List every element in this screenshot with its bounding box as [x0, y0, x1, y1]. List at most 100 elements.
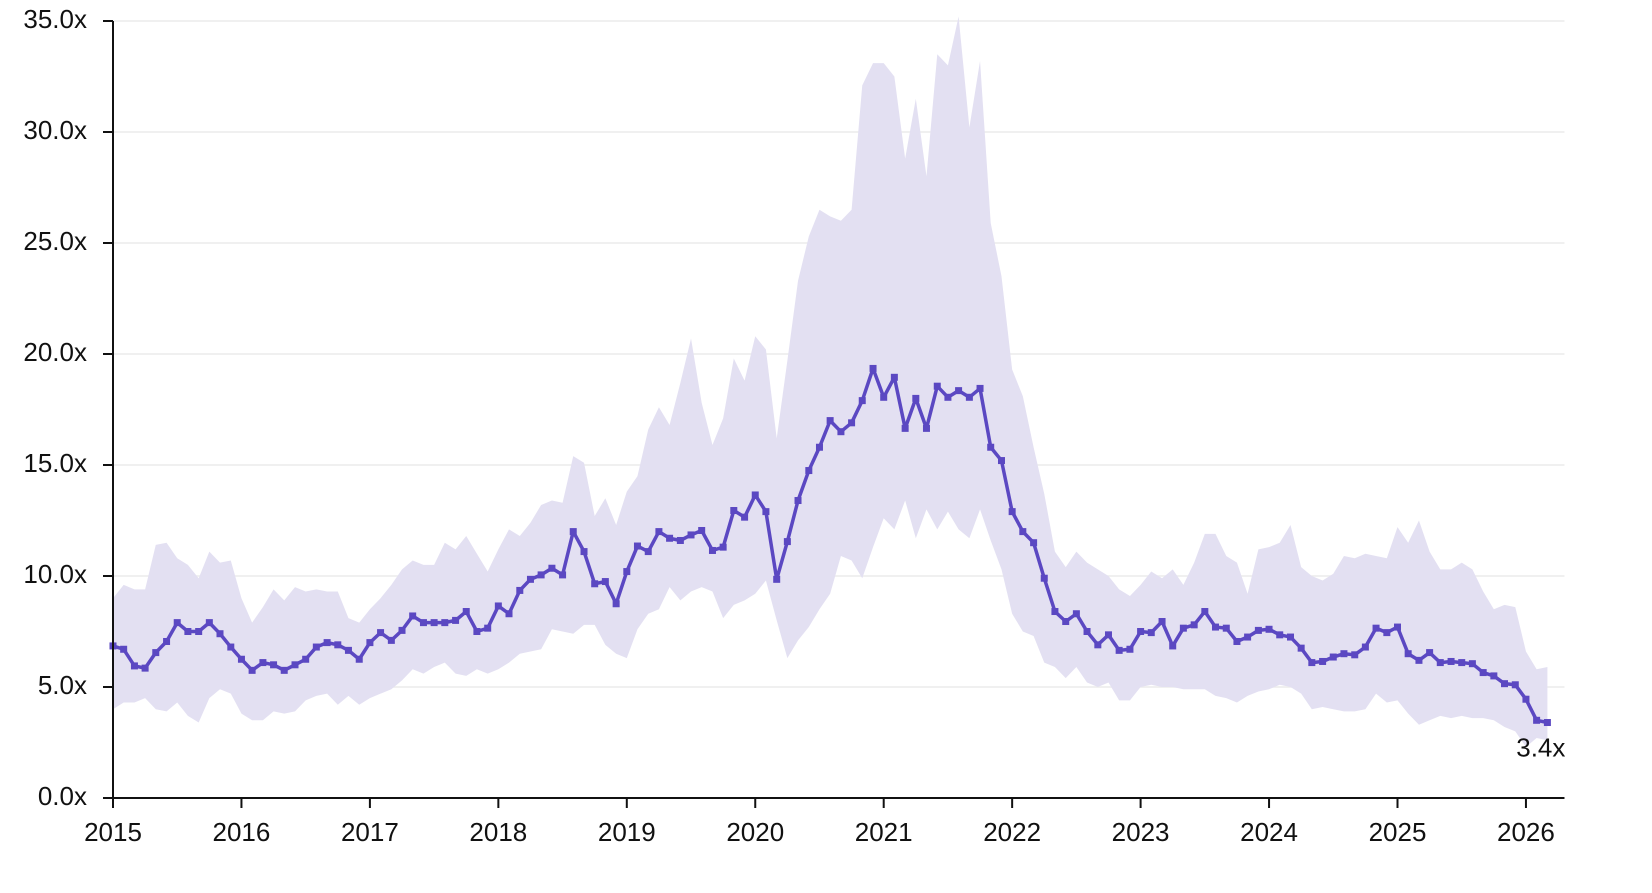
- point-marker: [355, 655, 363, 663]
- x-tick-label: 2020: [726, 817, 784, 847]
- point-marker: [152, 649, 160, 657]
- point-marker: [1115, 646, 1123, 654]
- point-marker: [398, 626, 406, 634]
- point-marker: [1083, 628, 1091, 635]
- x-tick-label: 2016: [213, 817, 271, 847]
- point-marker: [955, 387, 963, 395]
- point-marker: [1372, 624, 1380, 632]
- point-marker: [323, 639, 331, 647]
- point-marker: [633, 542, 641, 550]
- point-marker: [880, 393, 888, 401]
- point-marker: [1008, 508, 1016, 516]
- point-marker: [387, 636, 395, 644]
- x-tick-label: 2023: [1112, 817, 1170, 847]
- point-marker: [623, 568, 631, 576]
- point-marker: [419, 619, 427, 627]
- point-marker: [1137, 628, 1145, 635]
- point-marker: [580, 548, 588, 556]
- point-marker: [1201, 608, 1209, 616]
- y-tick-label: 30.0x: [23, 115, 87, 145]
- point-marker: [334, 641, 342, 649]
- point-marker: [526, 575, 534, 583]
- y-tick-label: 15.0x: [23, 448, 87, 478]
- point-marker: [773, 575, 781, 583]
- point-marker: [676, 536, 684, 544]
- point-marker: [1276, 631, 1284, 639]
- point-marker: [548, 564, 556, 572]
- point-marker: [473, 628, 481, 635]
- point-marker: [366, 639, 374, 647]
- point-marker: [1394, 623, 1401, 631]
- point-marker: [195, 628, 203, 635]
- point-marker: [1158, 618, 1166, 626]
- point-marker: [494, 602, 502, 610]
- point-marker: [1436, 659, 1444, 667]
- x-tick-label: 2018: [469, 817, 527, 847]
- point-marker: [569, 528, 577, 536]
- point-marker: [270, 661, 278, 669]
- point-marker: [1244, 633, 1252, 641]
- point-marker: [601, 578, 609, 586]
- point-marker: [505, 610, 513, 618]
- point-marker: [965, 393, 973, 401]
- x-tick-label: 2015: [84, 817, 142, 847]
- point-marker: [537, 571, 545, 579]
- x-tick-label: 2024: [1240, 817, 1298, 847]
- point-marker: [1287, 633, 1295, 641]
- point-marker: [173, 619, 181, 627]
- point-marker: [430, 619, 438, 627]
- point-marker: [1511, 681, 1519, 689]
- y-tick-label: 25.0x: [23, 226, 87, 256]
- point-marker: [922, 424, 930, 432]
- point-marker: [344, 646, 352, 654]
- point-marker: [837, 428, 845, 436]
- point-marker: [516, 586, 524, 594]
- y-tick-label: 0.0x: [38, 781, 87, 811]
- point-marker: [1147, 629, 1155, 637]
- point-marker: [1522, 695, 1530, 703]
- point-marker: [248, 666, 256, 674]
- point-marker: [1072, 610, 1080, 618]
- point-marker: [890, 373, 898, 381]
- point-marker: [1351, 651, 1359, 659]
- y-tick-label: 10.0x: [23, 559, 87, 589]
- point-marker: [1211, 623, 1219, 631]
- point-marker: [1169, 642, 1177, 650]
- point-marker: [1179, 624, 1187, 632]
- point-marker: [1233, 637, 1241, 645]
- point-marker: [1468, 660, 1476, 668]
- point-marker: [1426, 649, 1434, 657]
- point-marker: [644, 548, 652, 556]
- y-tick-label: 35.0x: [23, 4, 87, 34]
- point-marker: [1094, 641, 1102, 649]
- point-marker: [237, 655, 245, 663]
- point-marker: [409, 612, 417, 620]
- point-marker: [730, 507, 738, 515]
- point-marker: [1383, 629, 1391, 637]
- point-marker: [1222, 624, 1230, 632]
- point-marker: [1490, 672, 1498, 680]
- point-marker: [655, 528, 663, 536]
- point-marker: [1340, 650, 1348, 658]
- point-marker: [462, 608, 470, 616]
- point-marker: [302, 655, 310, 663]
- point-marker: [815, 443, 823, 451]
- y-tick-label: 20.0x: [23, 337, 87, 367]
- point-marker: [1040, 574, 1048, 582]
- point-marker: [997, 457, 1005, 465]
- point-marker: [484, 624, 492, 632]
- point-marker: [259, 659, 267, 667]
- point-marker: [1404, 650, 1412, 658]
- point-marker: [1104, 631, 1112, 639]
- point-marker: [1415, 656, 1423, 664]
- point-marker: [377, 629, 385, 637]
- point-marker: [441, 619, 449, 627]
- point-marker: [912, 394, 920, 402]
- point-marker: [783, 538, 791, 546]
- point-marker: [741, 513, 749, 521]
- point-marker: [1254, 626, 1262, 634]
- point-marker: [848, 419, 856, 427]
- point-marker: [858, 397, 866, 405]
- point-marker: [141, 664, 149, 672]
- point-marker: [944, 393, 952, 401]
